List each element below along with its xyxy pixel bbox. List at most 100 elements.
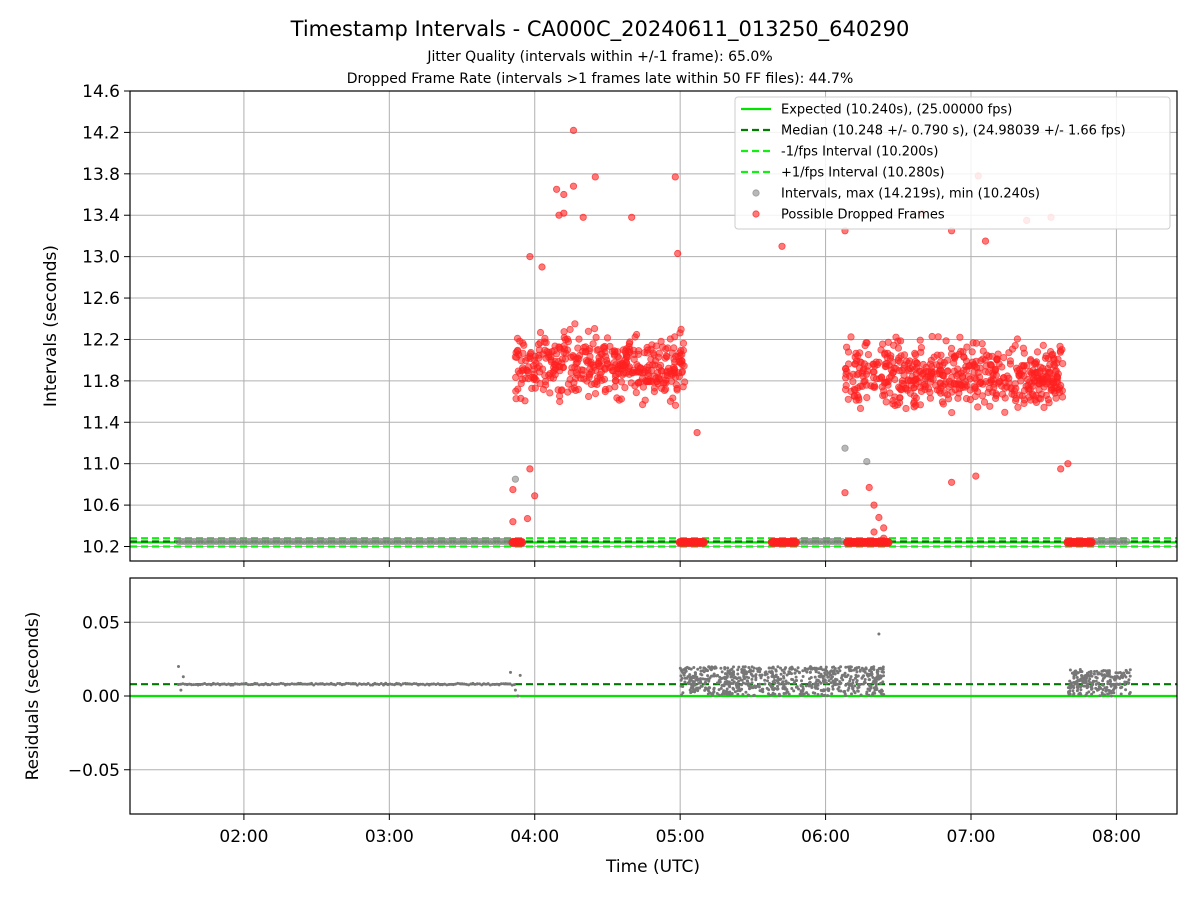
residual-point (776, 665, 780, 669)
dropped-frame-point (847, 387, 855, 395)
residual-point (725, 691, 729, 695)
jitter-quality-subtitle: Jitter Quality (intervals within +/-1 fr… (426, 49, 772, 65)
dropped-frame-point (1057, 381, 1065, 390)
residual-point (792, 689, 796, 693)
dropped-frame-point (934, 333, 942, 341)
intervals-y-tick-label: 12.2 (82, 330, 120, 350)
dropped-frame-point (600, 375, 609, 383)
residual-point (1089, 685, 1093, 689)
residual-point (817, 671, 821, 675)
dropped-frame-point (878, 340, 887, 348)
dropped-frame-point (584, 327, 593, 335)
legend-entry-label: Median (10.248 +/- 0.790 s), (24.98039 +… (781, 124, 1126, 139)
residual-point (1104, 688, 1108, 692)
residual-point (710, 667, 713, 671)
residual-point (701, 677, 705, 681)
dropped-frame-point (552, 185, 561, 193)
residual-point (768, 693, 772, 697)
residual-point (746, 679, 750, 683)
dropped-frame-point (961, 378, 970, 386)
residual-point (826, 694, 830, 698)
residual-point (827, 679, 831, 683)
dropped-frame-point (917, 343, 926, 352)
residual-point (1109, 675, 1113, 679)
dropped-frame-point (591, 389, 600, 398)
residual-point (447, 683, 451, 686)
residual-point (867, 687, 870, 691)
residual-point (761, 690, 765, 694)
residual-point (871, 676, 875, 679)
dropped-frame-point (664, 344, 672, 352)
residual-point (759, 674, 763, 678)
residual-point (821, 694, 825, 697)
residual-point (690, 690, 694, 694)
residual-point (316, 682, 320, 686)
dropped-frame-point (970, 368, 978, 376)
residual-point (881, 680, 885, 684)
dropped-frame-point (976, 380, 984, 388)
residual-point (1072, 671, 1076, 674)
residual-point (707, 686, 711, 690)
residual-point (725, 674, 729, 678)
residual-point (699, 669, 703, 673)
dropped-frame-point (1011, 397, 1020, 405)
residual-point (737, 676, 741, 680)
residual-point (835, 678, 839, 682)
residual-point (242, 682, 246, 686)
residual-point (1128, 692, 1131, 696)
residual-point (419, 682, 423, 686)
residual-point (776, 684, 779, 688)
dropped-frame-point (611, 377, 620, 385)
residual-point (183, 682, 187, 686)
residual-point (296, 681, 300, 685)
dropped-frame-point (1035, 380, 1043, 388)
residual-point (715, 692, 719, 695)
time-x-tick-label: 05:00 (656, 827, 705, 847)
dropped-frame-point (900, 351, 909, 359)
residual-point (855, 670, 859, 674)
residual-point (750, 681, 754, 685)
dropped-frame-point (981, 368, 990, 376)
dropped-frame-point (1033, 348, 1042, 356)
dropped-frame-point (870, 528, 878, 536)
residual-point (794, 679, 798, 683)
residual-point (401, 682, 405, 686)
residual-point (506, 682, 510, 686)
residual-point (793, 671, 797, 675)
residual-point (801, 689, 805, 693)
residual-point (697, 681, 701, 685)
residual-point (1078, 668, 1082, 671)
residual-point (774, 673, 778, 677)
residual-point (769, 671, 773, 675)
dropped-frame-point (1025, 386, 1033, 395)
intervals-frame (129, 90, 1178, 562)
residual-point (770, 666, 774, 670)
residual-point (767, 688, 771, 692)
residual-point (1080, 674, 1084, 678)
dropped-frame-point (883, 538, 893, 547)
dropped-frame-point (619, 369, 628, 377)
residual-point (1095, 669, 1099, 673)
residual-point (713, 665, 717, 669)
dropped-frame-point (916, 401, 925, 409)
residual-point (832, 683, 836, 687)
residual-point (1123, 683, 1127, 687)
time-x-tick-label: 08:00 (1092, 827, 1141, 847)
residual-point (881, 665, 885, 669)
dropped-frame-point (1000, 353, 1008, 362)
dropped-frame-point (527, 348, 535, 357)
residual-point (336, 682, 340, 685)
dropped-frame-point (945, 383, 953, 391)
residual-point (475, 682, 479, 686)
time-x-tick-label: 04:00 (510, 827, 559, 847)
dropped-frame-point (992, 371, 1000, 379)
residual-point (856, 674, 860, 678)
dropped-frame-point (991, 365, 999, 373)
residual-point (819, 681, 823, 685)
residual-point (809, 676, 813, 679)
residual-point (1068, 683, 1072, 687)
residual-point (717, 688, 721, 692)
residual-point (1115, 682, 1119, 686)
dropped-frame-point (1032, 398, 1041, 406)
legend-entry-label: -1/fps Interval (10.200s) (781, 145, 938, 160)
